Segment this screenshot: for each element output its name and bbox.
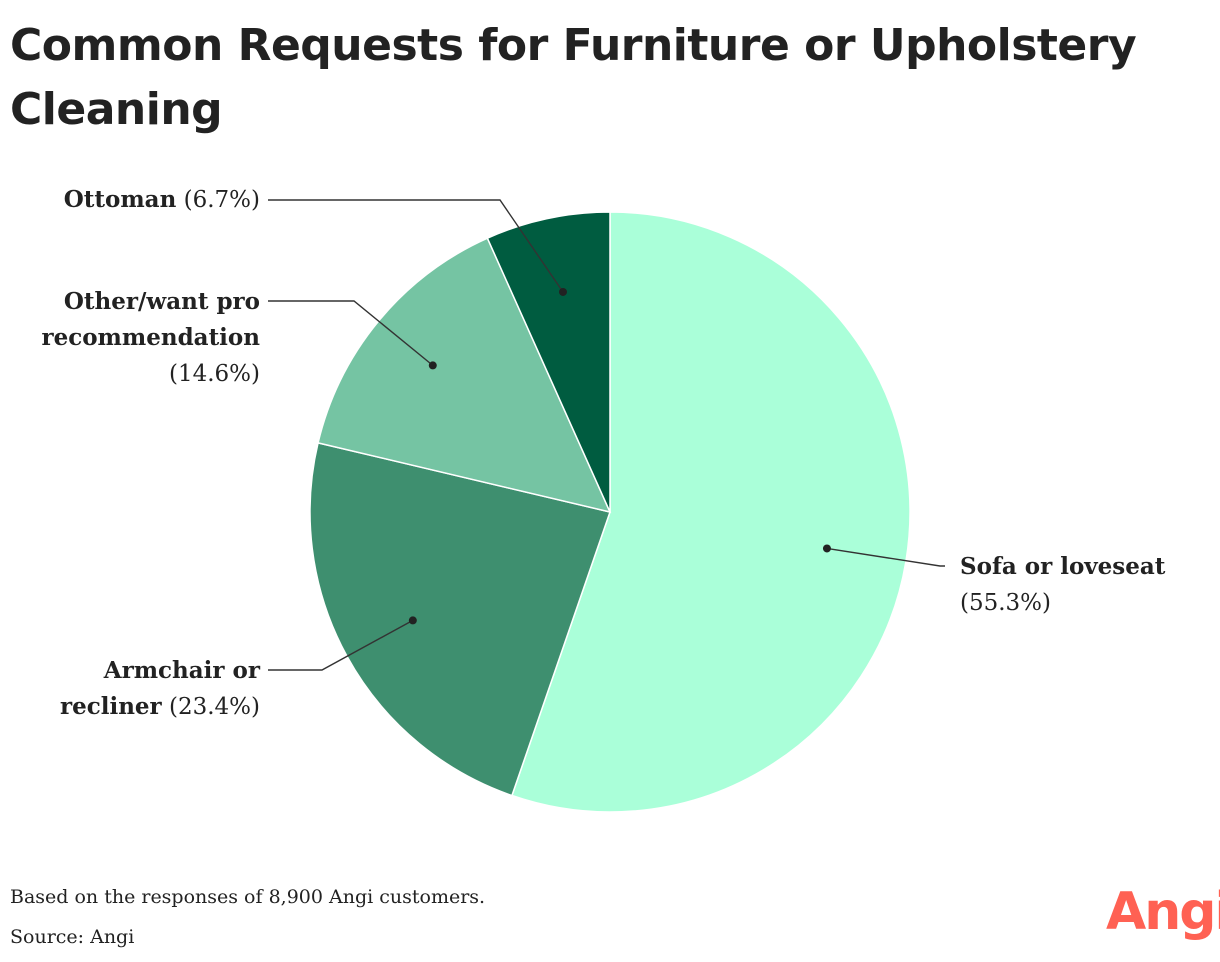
footnote: Based on the responses of 8,900 Angi cus…: [10, 886, 486, 908]
label-other-line2: recommendation: [41, 324, 260, 351]
label-ottoman: Ottoman (6.7%): [64, 182, 260, 218]
angi-logo: Angi: [1106, 882, 1220, 942]
source-note: Source: Angi: [10, 926, 135, 948]
chart-title: Common Requests for Furniture or Upholst…: [10, 20, 1137, 135]
leader-other-dot: [428, 361, 437, 370]
label-ottoman-name: Ottoman: [63, 186, 177, 213]
label-sofa-value: (55.3%): [960, 590, 1052, 616]
leader-armchair-dot: [408, 616, 417, 625]
leader-ottoman-dot: [558, 287, 567, 296]
label-armchair-value: (23.4%): [168, 694, 260, 720]
leader-other: [268, 300, 434, 366]
pie-slice-ottoman: [486, 211, 611, 513]
label-armchair: Armchair or recliner (23.4%): [60, 653, 260, 725]
label-ottoman-value: (6.7%): [183, 187, 260, 213]
leader-armchair: [268, 619, 414, 671]
leader-sofa: [826, 547, 945, 567]
label-armchair-line2: recliner: [59, 693, 162, 720]
label-sofa-name: Sofa or loveseat: [960, 553, 1166, 580]
label-armchair-line1: Armchair or: [103, 657, 260, 684]
leader-sofa-dot: [822, 544, 831, 553]
label-other-value: (14.6%): [168, 361, 260, 387]
leader-ottoman: [268, 199, 564, 293]
pie-slice-sofa: [510, 211, 911, 813]
label-other-line1: Other/want pro: [63, 288, 260, 315]
label-sofa: Sofa or loveseat (55.3%): [960, 549, 1165, 621]
label-other: Other/want pro recommendation (14.6%): [41, 284, 260, 392]
